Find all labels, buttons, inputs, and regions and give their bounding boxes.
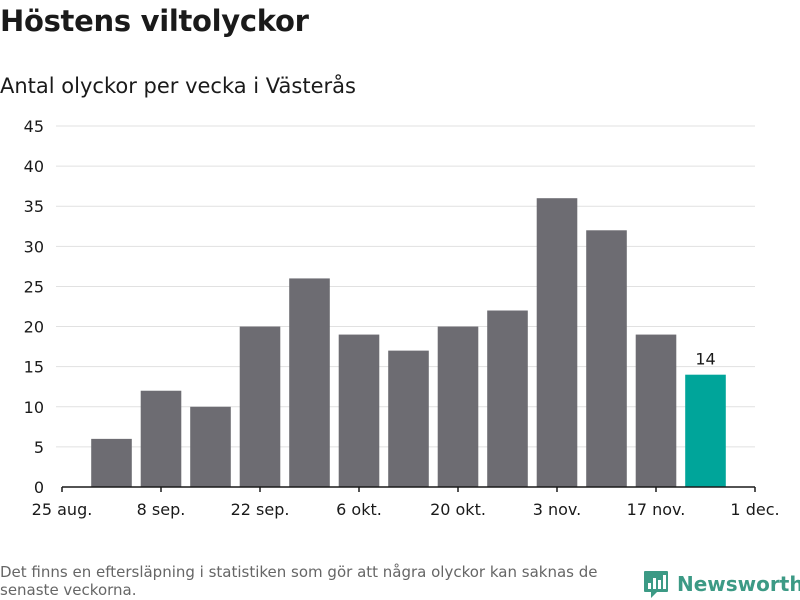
bar — [91, 438, 132, 487]
y-tick-label: 25 — [24, 277, 44, 296]
bar — [536, 198, 578, 487]
bar-chart: 0 5 10 15 20 25 30 35 40 45 14 25 aug. 8 sep. 22 sep.… — [24, 117, 780, 519]
y-tick-label: 35 — [24, 197, 44, 216]
data-label: 14 — [695, 350, 715, 369]
x-tick-label: 22 sep. — [231, 500, 290, 519]
y-tick-label: 40 — [24, 157, 44, 176]
newsworthy-logo-icon — [644, 571, 668, 598]
chart-title: Höstens viltolyckor — [0, 4, 309, 38]
bar — [338, 334, 380, 487]
y-tick-label: 45 — [24, 117, 44, 136]
x-tick-label: 20 okt. — [430, 500, 486, 519]
brand-name: Newsworthy — [677, 572, 800, 596]
brand-logo: Newsworthy — [643, 568, 800, 600]
bar — [239, 326, 281, 487]
bars — [91, 198, 726, 488]
y-tick-label: 20 — [24, 318, 44, 337]
x-tick-label: 17 nov. — [627, 500, 686, 519]
y-tick-label: 30 — [24, 237, 44, 256]
x-tick-label: 1 dec. — [730, 500, 779, 519]
axis-labels: 0 5 10 15 20 25 30 35 40 45 14 25 aug. 8 sep. 22 sep.… — [24, 117, 780, 519]
bar — [140, 390, 182, 487]
bar — [190, 406, 231, 487]
x-tick-label: 6 okt. — [336, 500, 382, 519]
footnote: Det finns en eftersläpning i statistiken… — [0, 563, 598, 599]
x-tick-label: 25 aug. — [32, 500, 93, 519]
bar — [388, 350, 429, 487]
y-tick-label: 10 — [24, 398, 44, 417]
bar-highlighted — [685, 374, 726, 487]
bar — [437, 326, 479, 487]
x-tick-label: 3 nov. — [533, 500, 582, 519]
x-axis — [61, 486, 756, 492]
chart-subtitle: Antal olyckor per vecka i Västerås — [0, 74, 356, 98]
y-tick-label: 5 — [34, 438, 44, 457]
bar — [586, 230, 627, 488]
bar — [289, 278, 330, 487]
bar — [487, 310, 528, 487]
bar — [635, 334, 677, 487]
y-tick-label: 0 — [34, 478, 44, 497]
x-tick-label: 8 sep. — [137, 500, 186, 519]
y-tick-label: 15 — [24, 358, 44, 377]
